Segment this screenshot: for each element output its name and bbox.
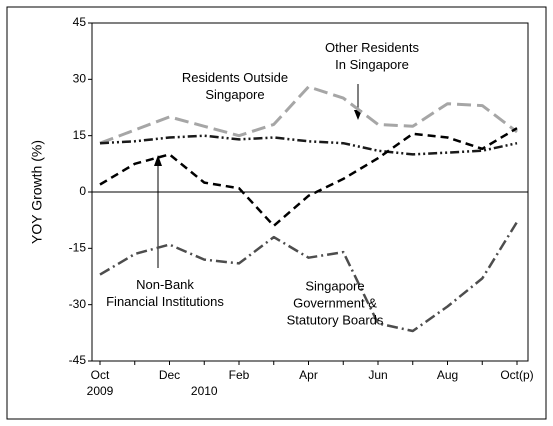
x-tick-label: Jun <box>368 368 387 382</box>
x-tick-label: Apr <box>299 368 318 382</box>
year-label: 2010 <box>191 384 218 398</box>
series-line <box>99 85 518 145</box>
x-tick-label: Oct <box>91 368 110 382</box>
outer-frame <box>6 6 547 420</box>
y-tick-label: -30 <box>69 297 87 311</box>
y-tick-label: -45 <box>69 353 87 367</box>
series-line <box>99 127 518 228</box>
y-tick-label: 45 <box>73 15 87 29</box>
series-label: Singapore Government & Statutory Boards <box>286 278 384 328</box>
y-tick-label: -15 <box>69 241 87 255</box>
year-label: 2009 <box>87 384 114 398</box>
series-label: Other Residents In Singapore <box>325 40 419 72</box>
arrow-head <box>154 155 162 166</box>
y-tick-label: 0 <box>79 184 86 198</box>
series-line <box>99 221 519 333</box>
series-label: Residents Outside Singapore <box>181 70 289 102</box>
x-tick-label: Feb <box>229 368 250 382</box>
y-tick-label: 30 <box>73 72 87 86</box>
series-line <box>99 134 518 156</box>
series-label: Non-Bank Financial Institutions <box>106 277 224 309</box>
x-tick-label: Dec <box>159 368 180 382</box>
y-axis-label: YOY Growth (%) <box>29 140 45 244</box>
x-tick-label: Aug <box>437 368 458 382</box>
y-tick-label: 15 <box>73 128 87 142</box>
x-tick-label: Oct(p) <box>500 368 533 382</box>
